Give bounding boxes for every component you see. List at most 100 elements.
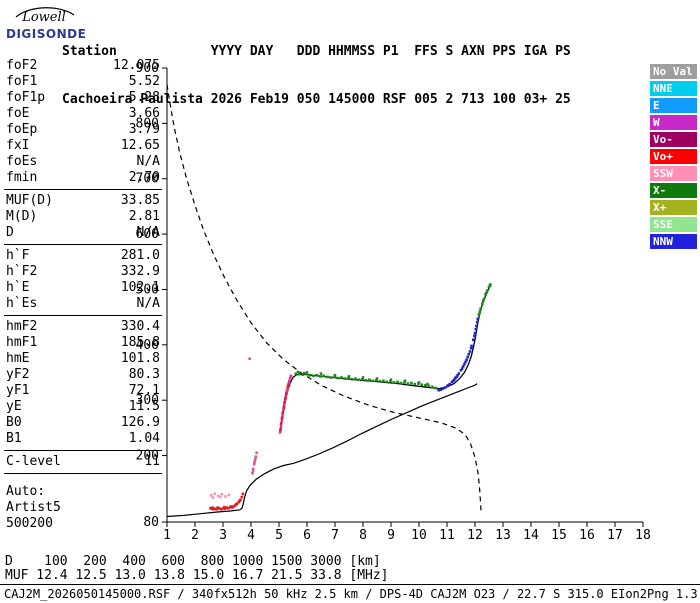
param-value: 1.04 xyxy=(128,431,160,446)
echo-e-trace-red xyxy=(227,506,230,510)
param-label: C-level xyxy=(6,454,61,469)
echo-f1-cusp-magenta xyxy=(285,390,289,393)
echo-f2-tip-green xyxy=(477,313,481,316)
param-label: h`F xyxy=(6,248,30,263)
echo-f2-cusp-blue xyxy=(457,372,461,375)
echo-f2-cusp-blue xyxy=(475,324,478,328)
echo-f1-cusp-magenta xyxy=(287,381,291,384)
param-value: 126.9 xyxy=(120,415,160,430)
echo-f-trace-green xyxy=(403,381,406,384)
param-label: foF1 xyxy=(6,74,38,89)
legend-item-sse: SSE xyxy=(650,217,697,232)
param-group-separator xyxy=(4,450,162,451)
echo-valley-echoes-pink xyxy=(255,451,258,455)
echo-f2-tip-green xyxy=(482,297,486,301)
echo-f2-cusp-blue xyxy=(461,365,465,368)
parameter-table: foF2 12.075 foF1 5.52 foF1p 5.28 foE 3.66 foEp 3.… xyxy=(4,58,162,532)
echo-e-trace-pink xyxy=(224,495,227,498)
param-label: hmF2 xyxy=(6,319,38,334)
legend-item-x: X+ xyxy=(650,200,697,215)
x-tick-label: 2 xyxy=(191,528,199,543)
legend-item-vo: Vo- xyxy=(650,132,697,147)
y-tick-label: 800 xyxy=(136,116,159,131)
echo-valley-echoes-pink xyxy=(253,459,257,462)
station-name: Cachoeira Paulista xyxy=(62,92,203,107)
param-value: 3.79 xyxy=(128,122,160,137)
legend-item-nnw: NNW xyxy=(650,234,697,249)
param-value: 5.28 xyxy=(128,90,160,105)
echo-e-trace-pink xyxy=(220,493,224,496)
echo-f2-tip-green xyxy=(481,302,484,306)
param-group-separator xyxy=(4,189,162,190)
echo-f-trace-green xyxy=(336,376,340,380)
echo-f2-cusp-blue xyxy=(473,331,477,335)
param-row-ye: yE 11.5 xyxy=(4,399,162,415)
legend-item-w: W xyxy=(650,115,697,130)
echo-f-trace-green xyxy=(312,374,315,378)
echo-valley-echoes-pink xyxy=(252,463,256,466)
echo-f-trace-green xyxy=(319,372,323,375)
x-tick-label: 6 xyxy=(303,528,311,543)
param-label: M(D) xyxy=(6,209,38,224)
echo-e-trace-red xyxy=(209,506,212,510)
echo-f2-cusp-blue xyxy=(473,334,476,338)
param-value: 102.1 xyxy=(120,280,160,295)
header-row-labels: Station YYYY DAY DDD HHMMSS P1 FFS S AXN … xyxy=(62,44,571,60)
param-label: foF2 xyxy=(6,58,38,73)
axis-lines xyxy=(166,68,643,523)
echo-valley-echoes-pink xyxy=(253,461,256,465)
echo-e-trace-red xyxy=(238,499,241,503)
echo-f1-cusp-red xyxy=(283,401,286,404)
x-tick-label: 16 xyxy=(579,528,595,543)
echo-f-trace-green xyxy=(354,377,357,380)
x-tick-label: 15 xyxy=(551,528,567,543)
echo-valley-echoes-pink xyxy=(248,357,251,360)
echo-valley-echoes-pink xyxy=(254,457,257,460)
echo-f-trace-green xyxy=(434,386,438,390)
x-tick-label: 3 xyxy=(219,528,227,543)
param-group-separator xyxy=(4,315,162,316)
echo-f-trace-green xyxy=(392,381,396,384)
param-row-b0: B0 126.9 xyxy=(4,415,162,431)
echo-f1-cusp-magenta xyxy=(286,386,289,389)
echo-f-trace-green xyxy=(333,374,337,377)
echo-f1-cusp-magenta xyxy=(284,393,288,397)
y-tick-label: 500 xyxy=(136,282,159,297)
param-label: D xyxy=(6,225,14,240)
param-row-h-f: h`F 281.0 xyxy=(4,248,162,264)
echo-f-trace-green xyxy=(420,383,424,386)
x-tick-label: 5 xyxy=(275,528,283,543)
param-value: 185.8 xyxy=(120,335,160,350)
param-label: foF1p xyxy=(6,90,46,105)
y-tick-label: 400 xyxy=(136,338,159,353)
param-label: foEs xyxy=(6,154,38,169)
station-label: Station xyxy=(62,44,117,59)
echo-e-trace-red xyxy=(211,506,214,509)
echo-valley-echoes-pink xyxy=(254,455,258,458)
echo-f-trace-green xyxy=(305,372,308,376)
echo-f-trace-green xyxy=(298,372,301,376)
echo-f2-tip-green xyxy=(486,289,489,292)
echo-f2-cusp-blue xyxy=(476,317,480,321)
echo-f-trace-green xyxy=(308,374,312,377)
echo-valley-echoes-pink xyxy=(251,472,254,475)
param-row-h-e: h`E 102.1 xyxy=(4,280,162,296)
echo-f2-cusp-blue xyxy=(451,379,455,383)
echo-e-trace-red xyxy=(216,506,219,509)
x-tick-label: 12 xyxy=(467,528,483,543)
echo-f2-cusp-blue xyxy=(459,369,463,372)
echo-e-trace-red xyxy=(218,507,222,510)
echo-f1-cusp-magenta xyxy=(281,412,284,416)
x-tick-label: 7 xyxy=(331,528,339,543)
echo-f1-cusp-red xyxy=(281,411,285,414)
echo-f1-cusp-red xyxy=(282,406,286,409)
header-column-values: 2026 Feb19 050 145000 RSF 005 2 713 100 … xyxy=(210,92,571,107)
echo-e-trace-red xyxy=(223,505,226,509)
echo-f-trace-green xyxy=(396,380,399,384)
echo-f-trace-green xyxy=(333,375,336,379)
param-row-d: D N/A xyxy=(4,225,162,241)
header-row-values: Cachoeira Paulista 2026 Feb19 050 145000 … xyxy=(62,92,571,108)
echo-f-trace-green xyxy=(361,377,364,381)
echo-f-trace-green xyxy=(329,376,333,379)
echo-e-trace-red xyxy=(223,507,227,510)
